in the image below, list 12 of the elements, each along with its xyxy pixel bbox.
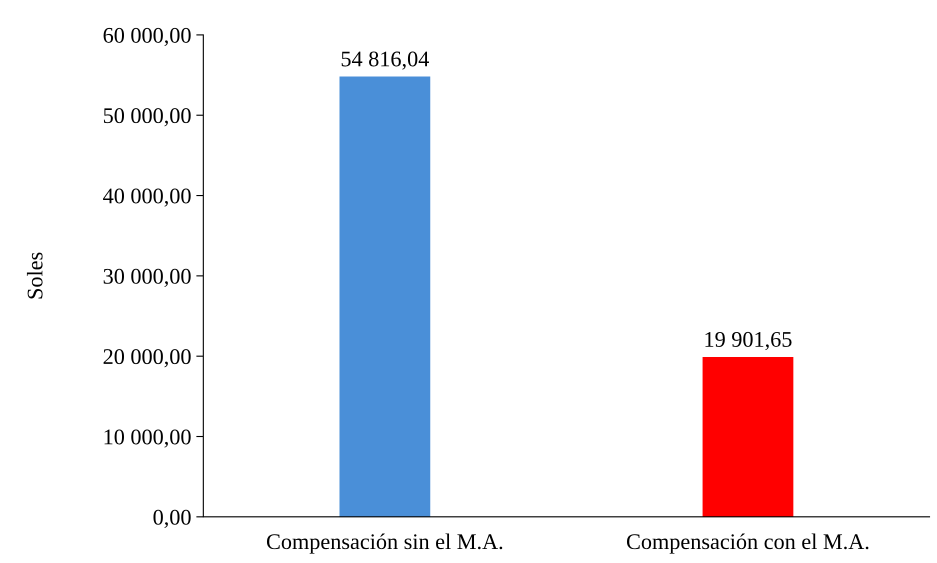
y-tick-label: 60 000,00 [104, 28, 191, 46]
x-tick-label: Compensación con el M.A. [626, 534, 868, 554]
x-tick-label: Compensación sin el M.A. [266, 534, 502, 554]
data-label: 19 901,65 [705, 332, 792, 350]
y-tick-label: 0,00 [153, 510, 191, 528]
y-axis-title: Soles [26, 252, 43, 298]
y-tick-label: 20 000,00 [104, 349, 191, 368]
data-label: 54 816,04 [342, 51, 429, 70]
y-tick-label: 30 000,00 [104, 268, 191, 287]
y-tick-label: 40 000,00 [103, 188, 191, 207]
y-tick-label: 10 000,00 [104, 429, 191, 448]
y-tick-label: 50 000,00 [104, 108, 191, 126]
